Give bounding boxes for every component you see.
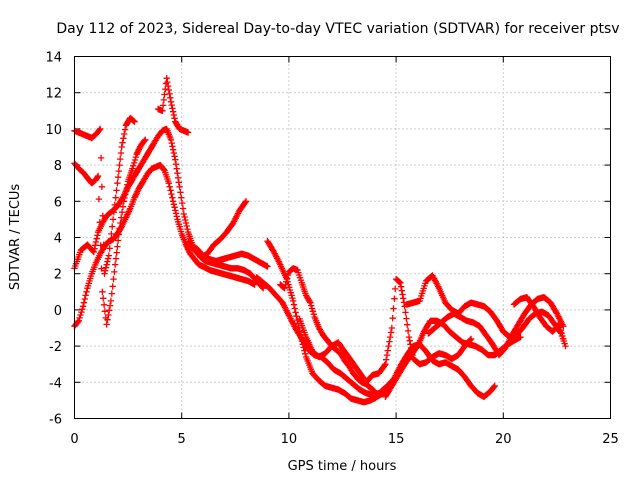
series-track-5 <box>154 75 192 136</box>
y-tick-label: -6 <box>49 413 62 428</box>
data-point-markers <box>71 125 267 292</box>
y-tick-label: 8 <box>54 159 62 174</box>
y-axis-label: SDTVAR / TECUs <box>8 184 23 291</box>
x-tick-label: 0 <box>70 432 78 447</box>
y-tick-label: -2 <box>49 340 62 355</box>
x-tick-label: 25 <box>602 432 619 447</box>
series-track-11 <box>296 315 368 382</box>
x-tick-label: 20 <box>495 432 512 447</box>
data-point-markers <box>193 245 271 270</box>
data-point-markers <box>154 75 192 136</box>
plot-frame <box>74 56 611 419</box>
chart-title: Day 112 of 2023, Sidereal Day-to-day VTE… <box>56 21 619 37</box>
y-tick-label: 10 <box>45 123 62 138</box>
x-tick-labels: 0 5 10 15 20 25 <box>70 432 618 447</box>
y-tick-labels: -6 -4 -2 0 2 4 6 8 10 12 14 <box>45 51 62 428</box>
y-tick-label: 12 <box>45 87 62 102</box>
series-track-17 <box>510 294 567 343</box>
y-tick-label: 4 <box>54 232 62 247</box>
data-point-markers <box>296 315 368 382</box>
y-tick-label: -4 <box>49 376 62 391</box>
y-tick-label: 2 <box>54 268 62 283</box>
x-tick-label: 15 <box>388 432 405 447</box>
series-track-1 <box>71 125 267 292</box>
series-track-7 <box>193 245 271 270</box>
x-tick-label: 10 <box>281 432 298 447</box>
y-tick-label: 14 <box>45 51 62 66</box>
series-track-6 <box>184 198 250 261</box>
x-tick-label: 5 <box>178 432 186 447</box>
grid-lines <box>74 56 611 419</box>
data-point-markers <box>184 198 250 261</box>
series-track-9 <box>264 237 393 406</box>
y-tick-label: 6 <box>54 195 62 210</box>
data-points <box>71 75 569 406</box>
y-tick-label: 0 <box>54 304 62 319</box>
data-point-markers <box>510 294 567 343</box>
data-point-markers <box>264 237 393 406</box>
x-axis-label: GPS time / hours <box>288 459 397 474</box>
